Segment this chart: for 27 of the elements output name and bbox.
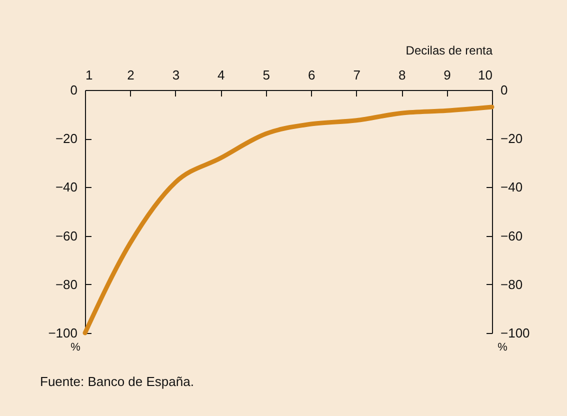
x-tick-label: 2 [127, 68, 134, 82]
x-tick-label: 6 [308, 68, 316, 82]
source-note: Fuente: Banco de España. [40, 374, 194, 389]
y2-tick-label: −100 [500, 326, 530, 340]
y-tick-label: −20 [55, 131, 78, 146]
y-tick-label: −100 [48, 326, 78, 340]
x-tick-label: 9 [444, 68, 451, 82]
x-tick-label: 4 [218, 68, 225, 82]
y2-axis-title: % [498, 342, 508, 354]
x-tick-label: 10 [478, 68, 492, 82]
x-axis-title: Decilas de renta [406, 44, 493, 58]
y2-tick-label: −20 [500, 131, 523, 146]
y-tick-label: 0 [70, 82, 78, 98]
y2-tick-label: 0 [500, 82, 508, 98]
x-tick-label: 3 [172, 68, 180, 82]
y2-tick-label: −40 [500, 180, 523, 195]
y-tick-label: −40 [55, 180, 78, 195]
y-tick-label: −60 [55, 228, 78, 244]
line-series [82, 104, 494, 336]
y2-tick-label: −60 [500, 228, 523, 244]
y-axis-title: % [70, 342, 81, 354]
x-tick-label: 8 [398, 68, 406, 82]
x-tick-label: 1 [86, 68, 93, 82]
y-tick-label: −80 [55, 276, 78, 292]
x-tick-label: 5 [262, 68, 270, 82]
y2-tick-label: −80 [500, 276, 523, 292]
x-tick-label: 7 [353, 68, 360, 82]
